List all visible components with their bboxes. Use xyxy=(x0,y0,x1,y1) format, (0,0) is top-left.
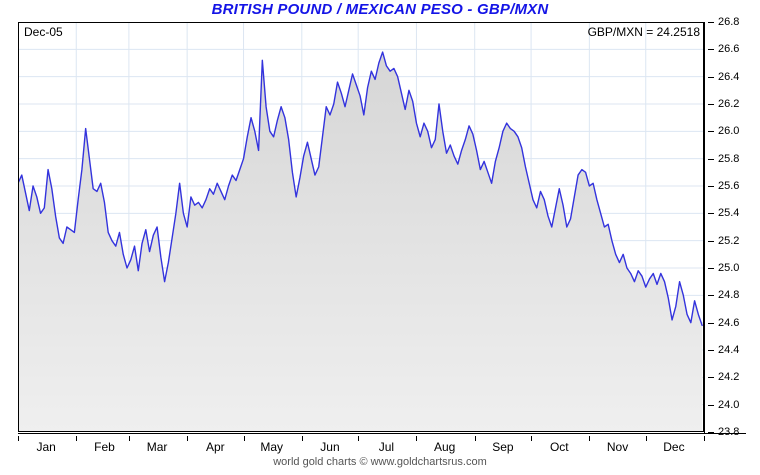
x-axis: Jan Feb Mar Apr May Jun Jul Aug Sep Oct Nov Dec xyxy=(18,436,705,456)
plot-area xyxy=(18,22,704,432)
x-tick-mark xyxy=(704,436,705,441)
y-tick-label: 25.6 xyxy=(718,180,740,192)
y-tick-label: 26.4 xyxy=(718,70,740,83)
y-tick-mark xyxy=(708,76,714,78)
footer-credit: world gold charts © www.goldchartsrus.co… xyxy=(273,456,487,468)
x-tick-mark xyxy=(531,436,533,441)
y-axis: 23.8 24.0 24.2 24.4 24.6 24.8 25.0 25.2 25.4 25.6… xyxy=(708,16,760,438)
x-tick-mark xyxy=(128,436,130,441)
y-tick-mark xyxy=(708,295,714,297)
x-tick-label: Aug xyxy=(433,440,456,454)
y-tick-label: 26.8 xyxy=(718,16,740,28)
y-tick-mark xyxy=(708,404,714,406)
y-tick-mark xyxy=(708,158,714,160)
x-axis-line xyxy=(18,433,746,434)
y-tick-mark xyxy=(708,350,714,351)
x-tick-mark xyxy=(301,436,303,441)
x-tick-label: Sep xyxy=(492,440,514,454)
x-tick-mark xyxy=(416,436,418,441)
x-tick-mark xyxy=(187,436,189,441)
x-tick-label: Mar xyxy=(146,440,168,454)
y-axis-line xyxy=(704,22,705,433)
quote-value-label: GBP/MXN = 24.2518 xyxy=(587,25,700,39)
x-tick-label: Nov xyxy=(606,440,629,454)
y-tick-mark xyxy=(708,213,714,215)
y-tick-mark xyxy=(708,22,714,23)
x-tick-label: Jun xyxy=(320,440,340,454)
area-fill xyxy=(18,52,703,432)
y-tick-label: 25.4 xyxy=(718,207,740,220)
y-tick-label: 24.8 xyxy=(718,289,740,302)
y-tick-label: 26.6 xyxy=(718,43,740,56)
x-tick-mark xyxy=(589,436,591,441)
y-tick-mark xyxy=(708,432,714,433)
y-tick-label: 24.0 xyxy=(718,398,740,411)
x-tick-label: Feb xyxy=(94,440,115,454)
x-tick-label: May xyxy=(260,440,284,454)
y-tick-label: 26.0 xyxy=(718,125,740,138)
x-tick-mark xyxy=(474,436,476,441)
y-tick-mark xyxy=(708,268,714,269)
y-tick-label: 25.8 xyxy=(718,152,740,165)
y-tick-mark xyxy=(708,104,714,105)
y-tick-mark xyxy=(708,186,714,187)
y-tick-label: 23.8 xyxy=(718,426,740,438)
y-tick-label: 25.0 xyxy=(718,262,740,274)
y-tick-label: 26.2 xyxy=(718,98,740,110)
y-tick-label: 24.4 xyxy=(718,344,740,356)
x-tick-label: Oct xyxy=(549,440,569,454)
y-tick-mark xyxy=(708,377,714,379)
period-label: Dec-05 xyxy=(24,25,63,39)
y-tick-mark xyxy=(708,322,714,324)
x-tick-mark xyxy=(358,436,360,441)
x-tick-label: Jan xyxy=(36,440,56,454)
y-tick-mark xyxy=(708,131,714,133)
page-title: BRITISH POUND / MEXICAN PESO - GBP/MXN xyxy=(211,1,549,18)
y-tick-label: 25.2 xyxy=(718,234,740,247)
price-line-chart xyxy=(18,22,704,432)
x-tick-label: Jul xyxy=(378,440,395,454)
x-tick-mark xyxy=(243,436,245,441)
x-tick-label: Dec xyxy=(663,440,685,454)
y-tick-mark xyxy=(708,240,714,242)
y-tick-label: 24.2 xyxy=(718,371,740,384)
x-tick-mark xyxy=(645,436,647,441)
x-tick-mark xyxy=(18,436,19,441)
x-tick-mark xyxy=(76,436,78,441)
y-tick-mark xyxy=(708,49,714,51)
x-tick-label: Apr xyxy=(205,440,225,454)
plot-border xyxy=(18,22,704,432)
y-tick-label: 24.6 xyxy=(718,316,740,329)
price-line xyxy=(18,51,703,327)
